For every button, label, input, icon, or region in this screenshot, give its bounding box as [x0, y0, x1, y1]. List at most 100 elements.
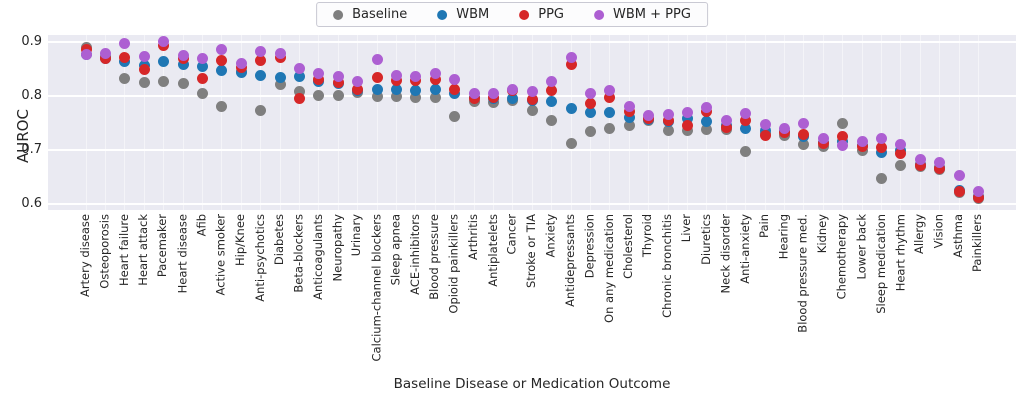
vertical-gridline [492, 35, 494, 210]
vertical-gridline [919, 35, 921, 210]
data-point [623, 101, 635, 112]
data-point [235, 57, 247, 69]
data-point [953, 185, 965, 197]
data-point [274, 79, 286, 91]
data-point [643, 110, 655, 122]
x-tick-label: Sleep apnea [388, 214, 403, 286]
x-tick-label: Antidepressants [563, 214, 577, 307]
data-point [740, 114, 752, 126]
data-point [526, 86, 538, 98]
data-point [196, 73, 208, 85]
chart-legend: Baseline WBM PPG WBM + PPG [316, 2, 708, 27]
data-point [332, 77, 344, 89]
data-point [293, 62, 305, 74]
vertical-gridline [880, 35, 882, 210]
vertical-gridline [900, 35, 902, 210]
data-point [390, 84, 402, 96]
data-point [410, 85, 422, 97]
data-point [177, 59, 189, 71]
data-point [740, 123, 752, 135]
data-point [158, 76, 170, 88]
data-point [293, 85, 305, 97]
data-point [798, 139, 810, 151]
data-point [546, 96, 558, 108]
vertical-gridline [260, 35, 262, 210]
data-point [313, 68, 325, 80]
data-point [255, 104, 267, 116]
vertical-gridline [298, 35, 300, 210]
data-point [662, 115, 674, 127]
data-point [681, 107, 693, 119]
data-point [449, 74, 461, 85]
horizontal-gridline [48, 202, 1016, 205]
vertical-gridline [143, 35, 145, 210]
x-tick-label: Diabetes [272, 214, 286, 266]
data-point [604, 107, 616, 119]
vertical-gridline [822, 35, 824, 210]
data-point [837, 140, 849, 152]
data-point [293, 93, 305, 105]
data-point [429, 92, 441, 104]
vertical-gridline [861, 35, 863, 210]
data-point [371, 90, 383, 102]
data-point [798, 129, 810, 141]
data-point [546, 76, 558, 88]
data-point [313, 74, 325, 85]
x-tick-label: Hip/Knee [233, 214, 248, 266]
x-tick-label: Neck disorder [718, 214, 733, 294]
data-point [526, 105, 538, 117]
legend-item: WBM + PPG [593, 7, 691, 22]
data-point [371, 83, 383, 95]
data-point [371, 54, 383, 66]
vertical-gridline [783, 35, 785, 210]
x-tick-label: Heart failure [116, 214, 131, 286]
data-point [119, 51, 131, 63]
legend-item-label: Baseline [352, 7, 408, 22]
x-tick-label: Thyroid [640, 214, 655, 258]
data-point [410, 70, 422, 82]
data-point [255, 55, 267, 67]
x-tick-label: Arthritis [466, 214, 480, 261]
x-tick-label: Neuropathy [330, 214, 345, 282]
legend-item-label: WBM + PPG [612, 7, 691, 22]
data-point [332, 70, 344, 82]
x-tick-label: Lower back [854, 214, 868, 280]
data-point [119, 38, 131, 50]
vertical-gridline [415, 35, 417, 210]
data-point [177, 49, 189, 61]
data-point [293, 71, 305, 83]
vertical-gridline [589, 35, 591, 210]
data-point [138, 77, 150, 89]
x-tick-label: Sleep medication [873, 214, 888, 314]
data-point [526, 93, 538, 105]
data-point [158, 36, 170, 48]
data-point [914, 154, 926, 166]
data-point [216, 64, 228, 76]
x-tick-label: Blood pressure med. [795, 214, 810, 333]
data-point [953, 169, 965, 181]
data-point [837, 131, 849, 143]
data-point [934, 157, 946, 169]
data-point [584, 125, 596, 137]
data-point [313, 89, 325, 101]
data-point [546, 84, 558, 96]
horizontal-gridline [48, 40, 1016, 43]
data-point [875, 141, 887, 153]
data-point [875, 172, 887, 184]
x-tick-label: Cholesterol [621, 214, 636, 279]
x-tick-label: Heart attack [136, 214, 151, 286]
data-point [720, 114, 732, 126]
x-tick-label: Anti-psychotics [252, 214, 267, 302]
vertical-gridline [473, 35, 475, 210]
x-tick-label: Anxiety [543, 214, 558, 258]
x-tick-label: Antiplatelets [485, 214, 500, 287]
y-tick-label: 0.6 [21, 195, 42, 211]
data-point [449, 111, 461, 123]
vertical-gridline [376, 35, 378, 210]
vertical-gridline [512, 35, 514, 210]
data-point [565, 103, 577, 115]
legend-item: PPG [519, 7, 564, 22]
data-point [507, 93, 519, 105]
data-point [604, 91, 616, 103]
data-point [584, 98, 596, 110]
